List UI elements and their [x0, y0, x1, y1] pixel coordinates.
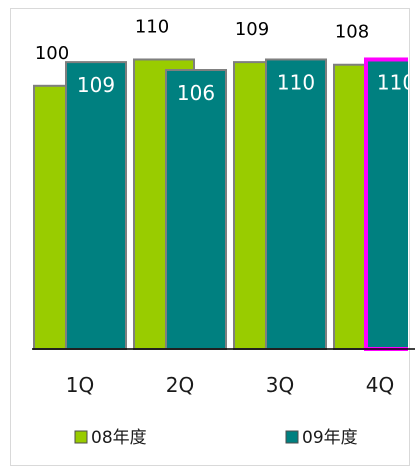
legend-swatch-series2 [285, 430, 299, 444]
x-tick-3Q: 3Q [266, 373, 294, 397]
x-tick-1Q: 1Q [66, 373, 94, 397]
legend: 08年度 09年度 [74, 428, 358, 448]
data-label-series2-3Q: 110 [277, 70, 315, 94]
legend-label-series2: 09年度 [302, 428, 358, 448]
data-label-series1-3Q: 109 [235, 19, 269, 40]
data-label-series2-1Q: 109 [77, 73, 115, 97]
bar-series2-3Q [265, 58, 327, 350]
data-label-series2-4Q: 110 [377, 70, 415, 94]
data-label-series2-2Q: 106 [177, 81, 215, 105]
x-tick-4Q: 4Q [366, 373, 394, 397]
bars-layer [33, 57, 408, 351]
bar-series2-4Q [364, 57, 408, 351]
x-tick-labels: 1Q 2Q 3Q 4Q [66, 373, 394, 397]
legend-swatch-series1 [74, 430, 88, 444]
legend-label-series1: 08年度 [91, 428, 147, 448]
data-label-series1-1Q: 100 [35, 43, 69, 64]
data-label-series1-2Q: 110 [135, 16, 169, 37]
x-tick-2Q: 2Q [166, 373, 194, 397]
bar-series2-1Q [65, 61, 127, 350]
data-labels: 100 110 109 108 109 106 110 110 [35, 16, 415, 105]
data-label-series1-4Q: 108 [335, 22, 369, 43]
bar-series2-2Q [165, 69, 227, 351]
